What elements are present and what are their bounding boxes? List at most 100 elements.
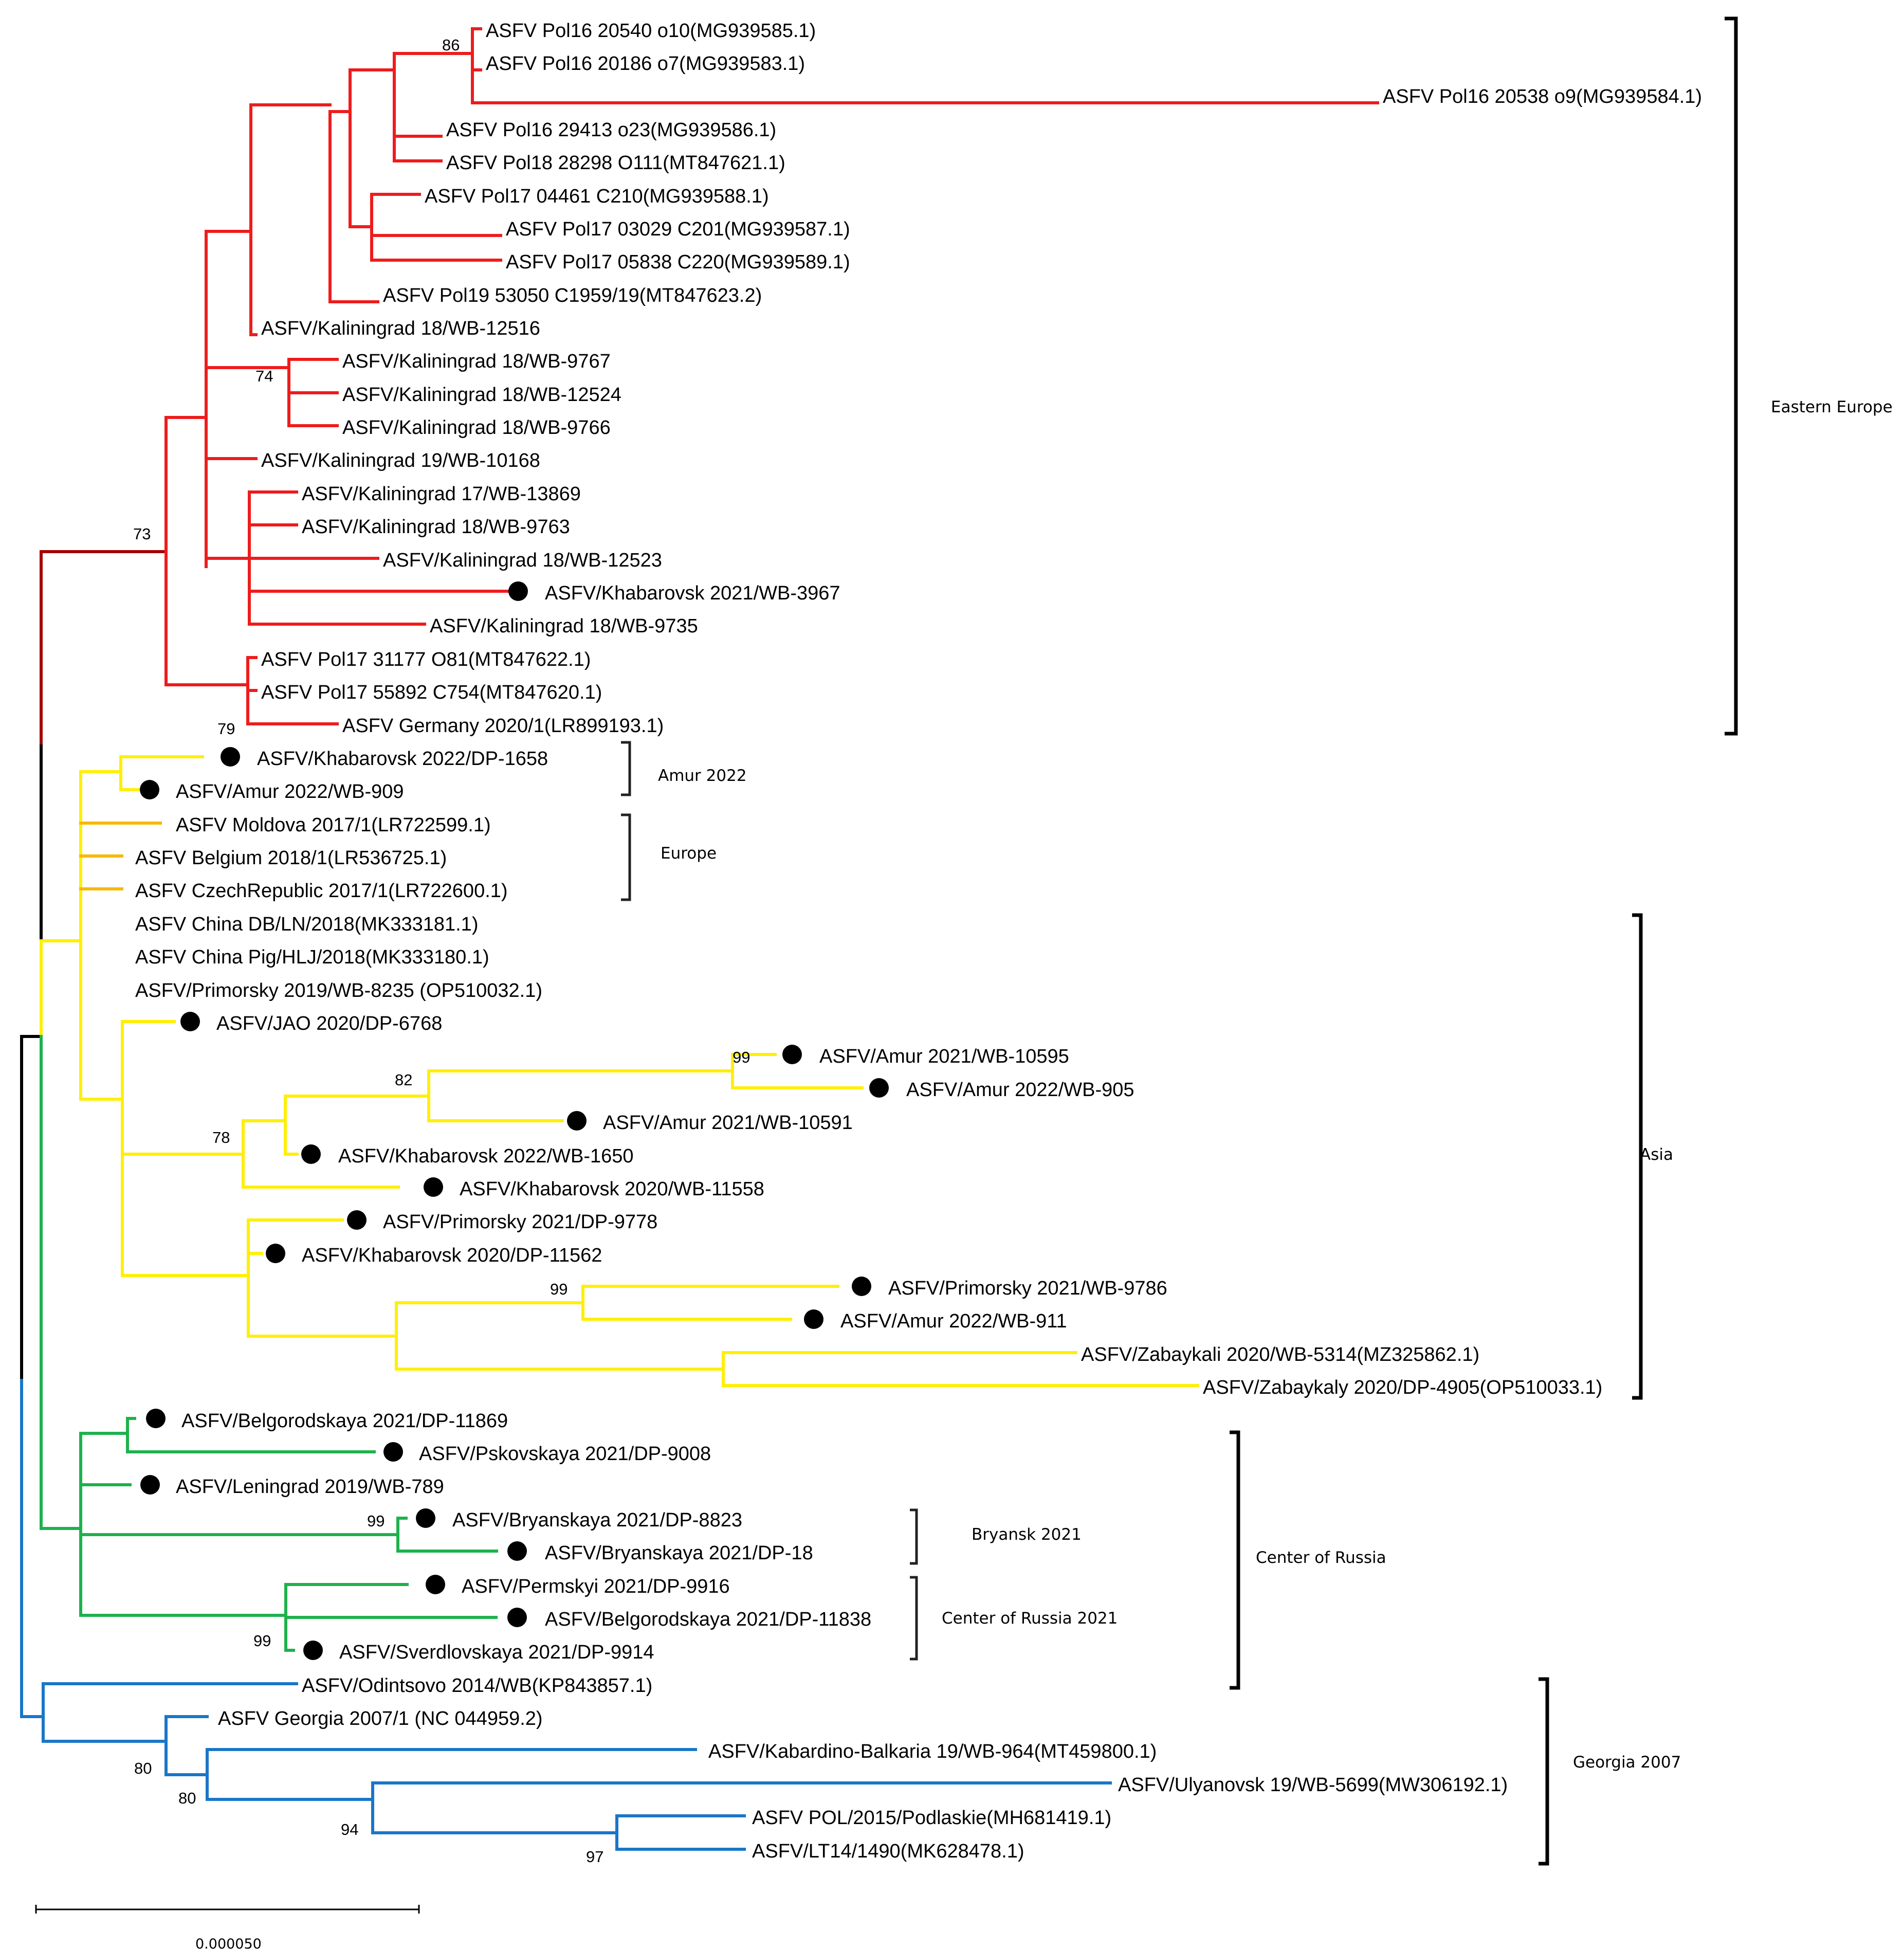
- leaf-label: ASFV CzechRepublic 2017/1(LR722600.1): [135, 880, 508, 902]
- leaf-label: ASFV/Khabarovsk 2022/DP-1658: [257, 748, 548, 770]
- bracket-amur-2022: [621, 741, 631, 796]
- bootstrap-value: 94: [341, 1820, 358, 1838]
- tree-branches: [20, 27, 1379, 1851]
- bootstrap-value: 99: [733, 1048, 750, 1066]
- bracket-center-of-russia: [1230, 1430, 1240, 1690]
- leaf-label: ASFV/Sverdlovskaya 2021/DP-9914: [339, 1642, 654, 1663]
- leaf-label: ASFV/Kaliningrad 17/WB-13869: [302, 483, 581, 505]
- leaf-label: ASFV/Primorsky 2019/WB-8235 (OP510032.1): [135, 980, 542, 1001]
- leaf-label: ASFV/Khabarovsk 2020/DP-11562: [302, 1245, 602, 1266]
- leaf-label: ASFV/Kaliningrad 18/WB-9766: [342, 417, 611, 439]
- bootstrap-value: 74: [255, 367, 273, 385]
- sample-marker-dot: [347, 1210, 367, 1230]
- bootstrap-value: 97: [586, 1848, 603, 1866]
- leaf-label: ASFV/Amur 2022/WB-905: [906, 1079, 1134, 1101]
- leaf-label: ASFV Georgia 2007/1 (NC 044959.2): [218, 1708, 543, 1729]
- bootstrap-value: 99: [550, 1280, 567, 1298]
- sample-marker-dot: [383, 1442, 403, 1462]
- sample-marker-dot: [869, 1078, 889, 1098]
- leaf-label: ASFV/Amur 2021/WB-10591: [603, 1112, 853, 1134]
- sample-marker-dot: [140, 1475, 160, 1495]
- bootstrap-value: 86: [442, 36, 460, 54]
- leaf-label: ASFV/Kaliningrad 18/WB-12523: [383, 550, 662, 571]
- leaf-label: ASFV POL/2015/Podlaskie(MH681419.1): [752, 1807, 1111, 1829]
- sample-marker-dot: [507, 1541, 527, 1561]
- leaf-label: ASFV/Kaliningrad 18/WB-12524: [342, 384, 621, 406]
- leaf-label: ASFV Pol17 04461 C210(MG939588.1): [425, 186, 769, 207]
- sample-marker-dot: [301, 1144, 321, 1164]
- leaf-label: ASFV Pol16 20538 o9(MG939584.1): [1383, 86, 1702, 107]
- leaf-label: ASFV/Zabaykaly 2020/DP-4905(OP510033.1): [1203, 1377, 1602, 1398]
- leaf-label: ASFV/Kaliningrad 18/WB-12516: [261, 318, 540, 339]
- sample-marker-dot: [424, 1177, 443, 1197]
- tree-branch: [40, 550, 168, 748]
- leaf-label: ASFV/Amur 2022/WB-909: [176, 781, 404, 803]
- sample-marker-dot: [567, 1111, 587, 1131]
- bootstrap-value: 82: [395, 1071, 412, 1089]
- clade-label-asia: Asia: [1640, 1145, 1673, 1164]
- clade-label-center-of-russia-2021: Center of Russia 2021: [942, 1609, 1118, 1628]
- leaf-label: ASFV/JAO 2020/DP-6768: [216, 1013, 442, 1034]
- leaf-label: ASFV Pol16 20186 o7(MG939583.1): [486, 53, 805, 75]
- sample-marker-dot: [782, 1045, 802, 1064]
- leaf-label: ASFV/Primorsky 2021/WB-9786: [888, 1278, 1167, 1299]
- leaf-label: ASFV/Amur 2022/WB-911: [840, 1310, 1067, 1332]
- sample-marker-dot: [221, 747, 240, 767]
- sample-marker-dot: [426, 1575, 445, 1594]
- leaf-label: ASFV/Kaliningrad 18/WB-9763: [302, 516, 570, 538]
- leaf-label: ASFV/Pskovskaya 2021/DP-9008: [419, 1443, 711, 1465]
- leaf-label: ASFV Pol17 05838 C220(MG939589.1): [506, 251, 850, 273]
- scale-bar: 0.000050: [35, 1905, 420, 1949]
- leaf-label: ASFV Pol17 31177 O81(MT847622.1): [261, 649, 591, 670]
- leaf-label: ASFV China DB/LN/2018(MK333181.1): [135, 914, 478, 935]
- bootstrap-value: 80: [178, 1789, 196, 1807]
- bootstrap-value: 99: [367, 1512, 385, 1530]
- leaf-label: ASFV/Khabarovsk 2021/WB-3967: [545, 582, 840, 604]
- leaf-label: ASFV/Odintsovo 2014/WB(KP843857.1): [302, 1675, 652, 1697]
- bracket-eastern-europe: [1725, 16, 1738, 736]
- sample-marker-dot: [852, 1277, 871, 1296]
- leaf-label: ASFV/Khabarovsk 2020/WB-11558: [460, 1178, 764, 1200]
- scale-bar-line: [35, 1905, 420, 1914]
- leaf-label: ASFV Belgium 2018/1(LR536725.1): [135, 847, 447, 869]
- leaf-label: ASFV/Belgorodskaya 2021/DP-11869: [181, 1410, 508, 1432]
- tree-branch: [20, 1379, 45, 1718]
- leaf-labels: ASFV Pol16 20540 o10(MG939585.1) ASFV Po…: [135, 20, 1702, 1862]
- bootstrap-values: 86 74 73 79 99 82 78 99 99 99 80 80 94 9…: [133, 36, 750, 1866]
- sample-marker-dot: [146, 1409, 166, 1428]
- sample-marker-dot: [180, 1012, 200, 1031]
- leaf-label: ASFV/Khabarovsk 2022/WB-1650: [338, 1145, 634, 1167]
- sample-markers: [140, 581, 889, 1660]
- leaf-label: ASFV Pol19 53050 C1959/19(MT847623.2): [383, 285, 762, 306]
- leaf-label: ASFV/LT14/1490(MK628478.1): [752, 1841, 1024, 1862]
- clade-label-georgia-2007: Georgia 2007: [1573, 1753, 1681, 1772]
- leaf-label: ASFV Pol16 20540 o10(MG939585.1): [486, 20, 816, 42]
- bracket-asia: [1632, 913, 1643, 1400]
- leaf-label: ASFV/Amur 2021/WB-10595: [819, 1046, 1069, 1067]
- leaf-label: ASFV Pol18 28298 O111(MT847621.1): [446, 152, 785, 174]
- leaf-label: ASFV Moldova 2017/1(LR722599.1): [176, 814, 491, 836]
- leaf-label: ASFV/Zabaykali 2020/WB-5314(MZ325862.1): [1081, 1344, 1479, 1365]
- bootstrap-value: 73: [133, 525, 151, 543]
- tree-branch: [328, 110, 379, 303]
- bootstrap-value: 79: [217, 720, 235, 738]
- leaf-label: ASFV/Bryanskaya 2021/DP-18: [545, 1542, 813, 1564]
- sample-marker-dot: [416, 1508, 435, 1528]
- sample-marker-dot: [507, 1608, 527, 1627]
- leaf-label: ASFV/Belgorodskaya 2021/DP-11838: [545, 1609, 871, 1630]
- tree-branch: [20, 744, 43, 1382]
- leaf-label: ASFV/Kaliningrad 18/WB-9735: [430, 615, 698, 637]
- bracket-europe: [621, 813, 631, 901]
- leaf-label: ASFV/Kaliningrad 19/WB-10168: [261, 450, 540, 471]
- leaf-label: ASFV/Permskyi 2021/DP-9916: [462, 1576, 730, 1597]
- sample-marker-dot: [140, 780, 159, 799]
- tree-branch: [249, 103, 258, 336]
- sample-marker-dot: [303, 1641, 323, 1660]
- bootstrap-value: 80: [134, 1759, 152, 1777]
- clade-label-europe: Europe: [661, 844, 717, 863]
- clade-label-eastern-europe: Eastern Europe: [1771, 398, 1893, 416]
- leaf-label: ASFV Pol16 29413 o23(MG939586.1): [446, 119, 776, 141]
- bracket-bryansk-2021: [910, 1508, 918, 1565]
- leaf-label: ASFV/Leningrad 2019/WB-789: [176, 1476, 444, 1498]
